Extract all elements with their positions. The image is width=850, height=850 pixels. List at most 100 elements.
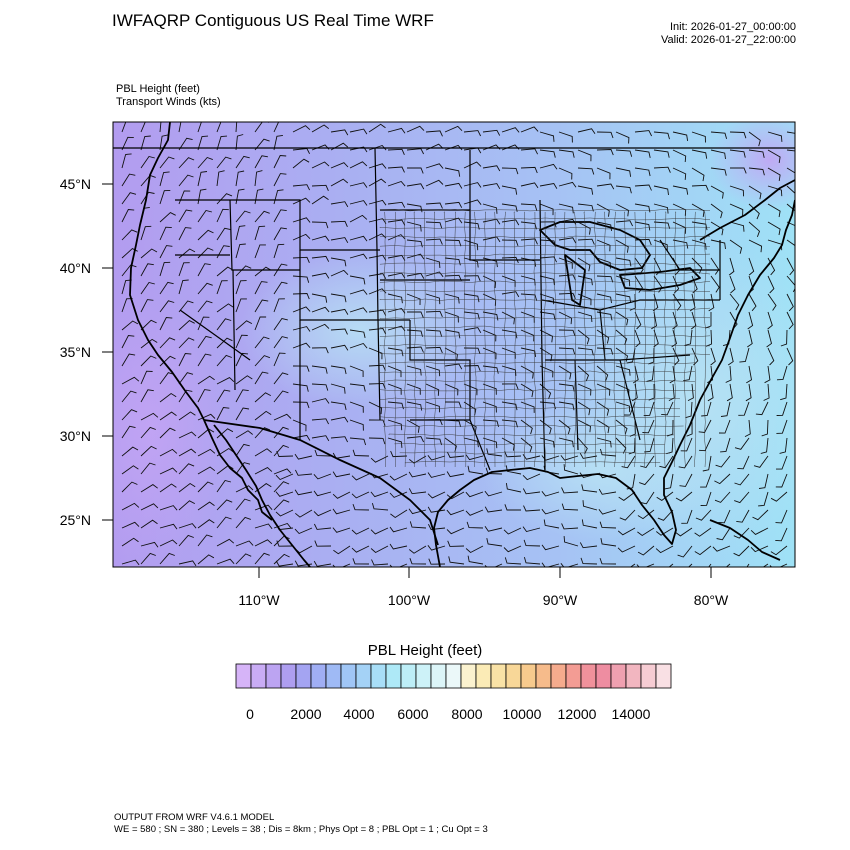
wind-barb xyxy=(651,311,657,330)
wind-barb xyxy=(504,451,522,458)
wind-barb xyxy=(577,347,594,356)
wind-barb xyxy=(235,265,252,277)
wind-barb xyxy=(349,253,368,260)
wind-barb xyxy=(351,491,370,499)
wind-barb xyxy=(558,347,576,355)
wind-barb xyxy=(577,203,594,212)
wind-barb xyxy=(463,257,479,268)
wind-barb xyxy=(748,203,760,220)
wind-barb xyxy=(311,323,330,331)
wind-barb xyxy=(387,127,406,134)
wind-barb xyxy=(311,347,329,354)
wind-barb xyxy=(637,527,655,537)
wind-barb xyxy=(370,527,389,535)
wind-barb xyxy=(330,269,349,277)
wind-barb xyxy=(596,167,611,180)
wind-barb xyxy=(292,158,310,169)
valid-time: Valid: 2026-01-27_22:00:00 xyxy=(661,34,796,46)
wind-barb xyxy=(332,527,351,533)
wind-barb xyxy=(691,203,705,217)
wind-barb xyxy=(501,203,518,212)
wind-barb xyxy=(465,491,484,498)
wind-barb xyxy=(694,545,712,556)
wind-barb xyxy=(368,328,387,335)
wind-barb xyxy=(349,383,366,392)
wind-barb xyxy=(159,467,178,475)
wind-barb xyxy=(425,238,443,245)
wind-barb xyxy=(672,275,680,294)
colorbar-box xyxy=(505,663,522,689)
wind-barb xyxy=(292,383,309,392)
wind-barb xyxy=(577,167,595,175)
wind-barb xyxy=(235,225,246,241)
lat-label-25: 25°N xyxy=(60,512,91,528)
wind-barb xyxy=(159,337,176,349)
wind-barb xyxy=(159,281,174,295)
wind-barb xyxy=(501,167,519,175)
wind-barb xyxy=(235,430,253,439)
wind-barb xyxy=(292,342,311,349)
wind-barb xyxy=(197,466,216,475)
wind-barb xyxy=(273,499,290,511)
wind-barb xyxy=(140,263,154,277)
wind-barb xyxy=(294,453,313,460)
colorbar-box xyxy=(325,663,342,689)
wind-barb xyxy=(273,243,285,259)
wind-barb xyxy=(642,419,655,434)
wind-barb xyxy=(748,257,755,276)
wind-barb xyxy=(273,209,287,223)
wind-barb xyxy=(235,498,251,511)
wind-barb xyxy=(659,455,674,469)
wind-barb xyxy=(121,229,138,241)
wind-barb xyxy=(254,371,269,385)
wind-barb xyxy=(779,437,788,454)
wind-barb xyxy=(292,197,311,205)
wind-barb xyxy=(349,128,368,135)
wind-barb xyxy=(159,552,175,565)
wind-barb xyxy=(311,161,330,169)
wind-barb xyxy=(596,293,612,304)
wind-barb xyxy=(140,191,155,205)
wind-barb xyxy=(273,122,280,133)
wind-barb xyxy=(406,125,425,133)
wind-barb xyxy=(159,427,176,439)
wind-barb xyxy=(254,467,273,475)
wind-barb xyxy=(747,311,754,330)
wind-barb xyxy=(539,347,553,362)
wind-barb xyxy=(596,401,610,416)
colorbar-box xyxy=(430,663,447,689)
wind-barb xyxy=(767,167,781,181)
wind-barb xyxy=(216,122,222,133)
wind-barb xyxy=(700,473,712,488)
wind-barb xyxy=(729,275,736,294)
wind-barb xyxy=(427,506,446,513)
wind-barb xyxy=(273,481,290,493)
wind-barb xyxy=(178,534,194,547)
wind-barb xyxy=(767,185,783,197)
wind-barb xyxy=(351,545,370,553)
wind-barb xyxy=(691,184,709,191)
wind-barb xyxy=(368,123,386,133)
wind-barb xyxy=(577,238,595,245)
wind-barb xyxy=(216,245,230,259)
wind-barb xyxy=(368,401,383,415)
wind-barb xyxy=(406,183,425,190)
wind-barb xyxy=(446,491,465,500)
county-line xyxy=(623,211,627,468)
wind-barb xyxy=(159,171,170,187)
wind-barb xyxy=(720,401,731,417)
wind-barb xyxy=(292,434,311,441)
lon-label-90: 90°W xyxy=(543,592,578,608)
wind-barb xyxy=(159,505,178,511)
wind-barb xyxy=(178,500,196,511)
wind-barb xyxy=(254,483,272,493)
wind-barb xyxy=(178,337,195,349)
wind-barb xyxy=(197,122,202,133)
wind-barb xyxy=(486,538,503,547)
wind-barb xyxy=(427,472,446,478)
wind-barb xyxy=(444,274,462,281)
wind-barb xyxy=(634,167,651,177)
wind-barb xyxy=(425,293,441,305)
wind-barb xyxy=(734,437,750,450)
wind-barb xyxy=(748,131,761,147)
